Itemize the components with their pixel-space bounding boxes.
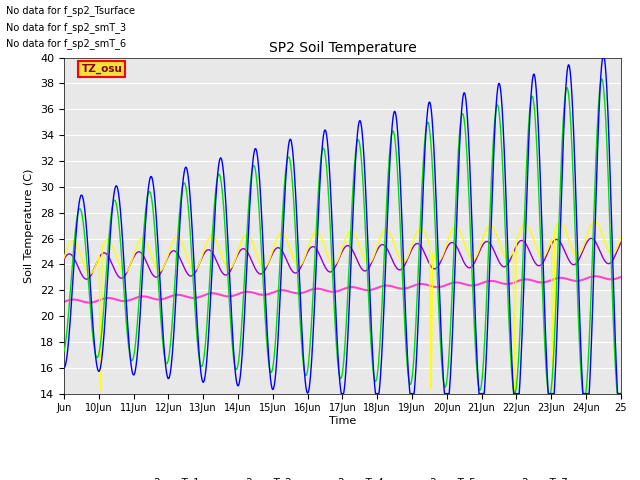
Legend: sp2_smT_1, sp2_smT_2, sp2_smT_4, sp2_smT_5, sp2_smT_7: sp2_smT_1, sp2_smT_2, sp2_smT_4, sp2_smT…	[112, 473, 573, 480]
Text: No data for f_sp2_smT_6: No data for f_sp2_smT_6	[6, 38, 127, 49]
Text: No data for f_sp2_Tsurface: No data for f_sp2_Tsurface	[6, 5, 136, 16]
Title: SP2 Soil Temperature: SP2 Soil Temperature	[269, 41, 416, 55]
X-axis label: Time: Time	[329, 416, 356, 426]
Text: No data for f_sp2_smT_3: No data for f_sp2_smT_3	[6, 22, 127, 33]
Y-axis label: Soil Temperature (C): Soil Temperature (C)	[24, 168, 35, 283]
Text: TZ_osu: TZ_osu	[81, 64, 122, 74]
